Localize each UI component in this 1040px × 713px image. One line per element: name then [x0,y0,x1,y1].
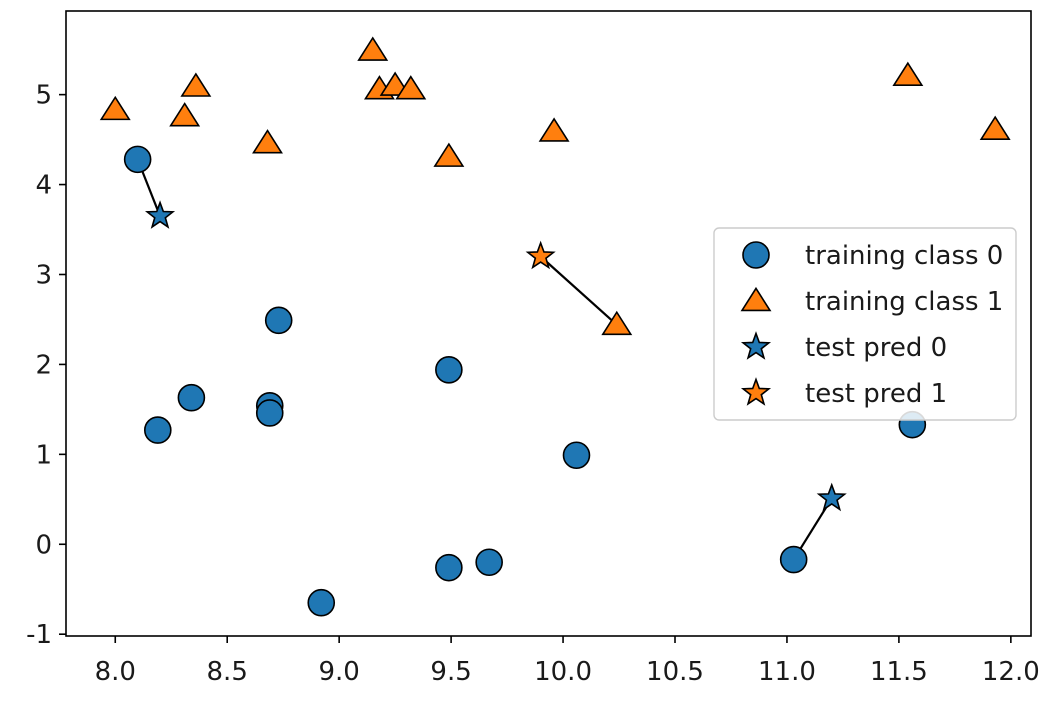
x-tick-label: 10.0 [534,657,592,687]
x-tick-label: 12.0 [982,657,1040,687]
training-class-0-point [562,441,591,470]
training-class-1-point [433,142,465,167]
training-class-0-point [123,145,152,174]
training-class-1-point [395,75,427,100]
training-class-1-point [357,36,389,61]
test-pred-0-point [816,482,847,512]
training-class-1-point [252,129,283,154]
legend-box [713,227,1017,421]
training-class-0-point [255,399,284,427]
x-tick-label: 11.5 [870,657,928,687]
y-tick-label: -1 [26,620,52,650]
legend-test-pred-1-marker [740,377,772,406]
training-class-1-point [601,310,633,336]
legend-label: training class 0 [805,241,1003,271]
y-tick-label: 2 [35,350,52,380]
training-class-0-point [307,588,336,617]
x-tick-label: 8.5 [207,657,248,687]
training-class-1-point [892,61,924,86]
training-class-1-point [99,95,131,121]
test-pred-0-point [144,200,176,229]
training-class-0-point [435,553,463,582]
training-class-1-point [169,102,201,127]
legend-label: test pred 0 [805,333,947,363]
x-tick-label: 9.5 [430,657,471,687]
legend-training-class-1-marker [740,286,772,312]
training-class-0-point [177,383,206,412]
data-points [99,36,1011,617]
training-class-0-point [264,306,293,335]
training-class-1-point [538,117,570,142]
neighbor-line [539,255,618,326]
training-class-0-point [143,416,172,444]
test-pred-1-point [525,240,556,270]
training-class-1-point [180,72,212,97]
legend-label: test pred 1 [805,379,947,409]
x-tick-label: 8.0 [95,657,136,687]
training-class-1-point [979,115,1011,140]
y-tick-label: 5 [35,81,52,111]
y-tick-label: 3 [35,260,52,290]
y-axis: -1 0 1 2 3 4 5 [26,81,66,650]
legend-label: training class 1 [805,287,1003,317]
legend-test-pred-0-marker [740,331,772,360]
plot-frame [65,10,1032,637]
y-tick-label: 4 [35,171,52,201]
legend-training-class-0-marker [742,241,770,269]
x-tick-label: 10.5 [646,657,704,687]
training-class-0-point [475,548,503,577]
x-tick-label: 11.0 [758,657,816,687]
y-tick-label: 0 [35,530,52,560]
x-axis: 8.0 8.5 9.0 9.5 10.0 10.5 11.0 11.5 12.0 [95,636,1040,687]
training-class-0-point [435,356,463,384]
y-tick-label: 1 [35,440,52,470]
training-class-0-point [779,545,808,574]
legend: training class 0 training class 1 test pre… [713,227,1017,421]
x-tick-label: 9.0 [318,657,359,687]
